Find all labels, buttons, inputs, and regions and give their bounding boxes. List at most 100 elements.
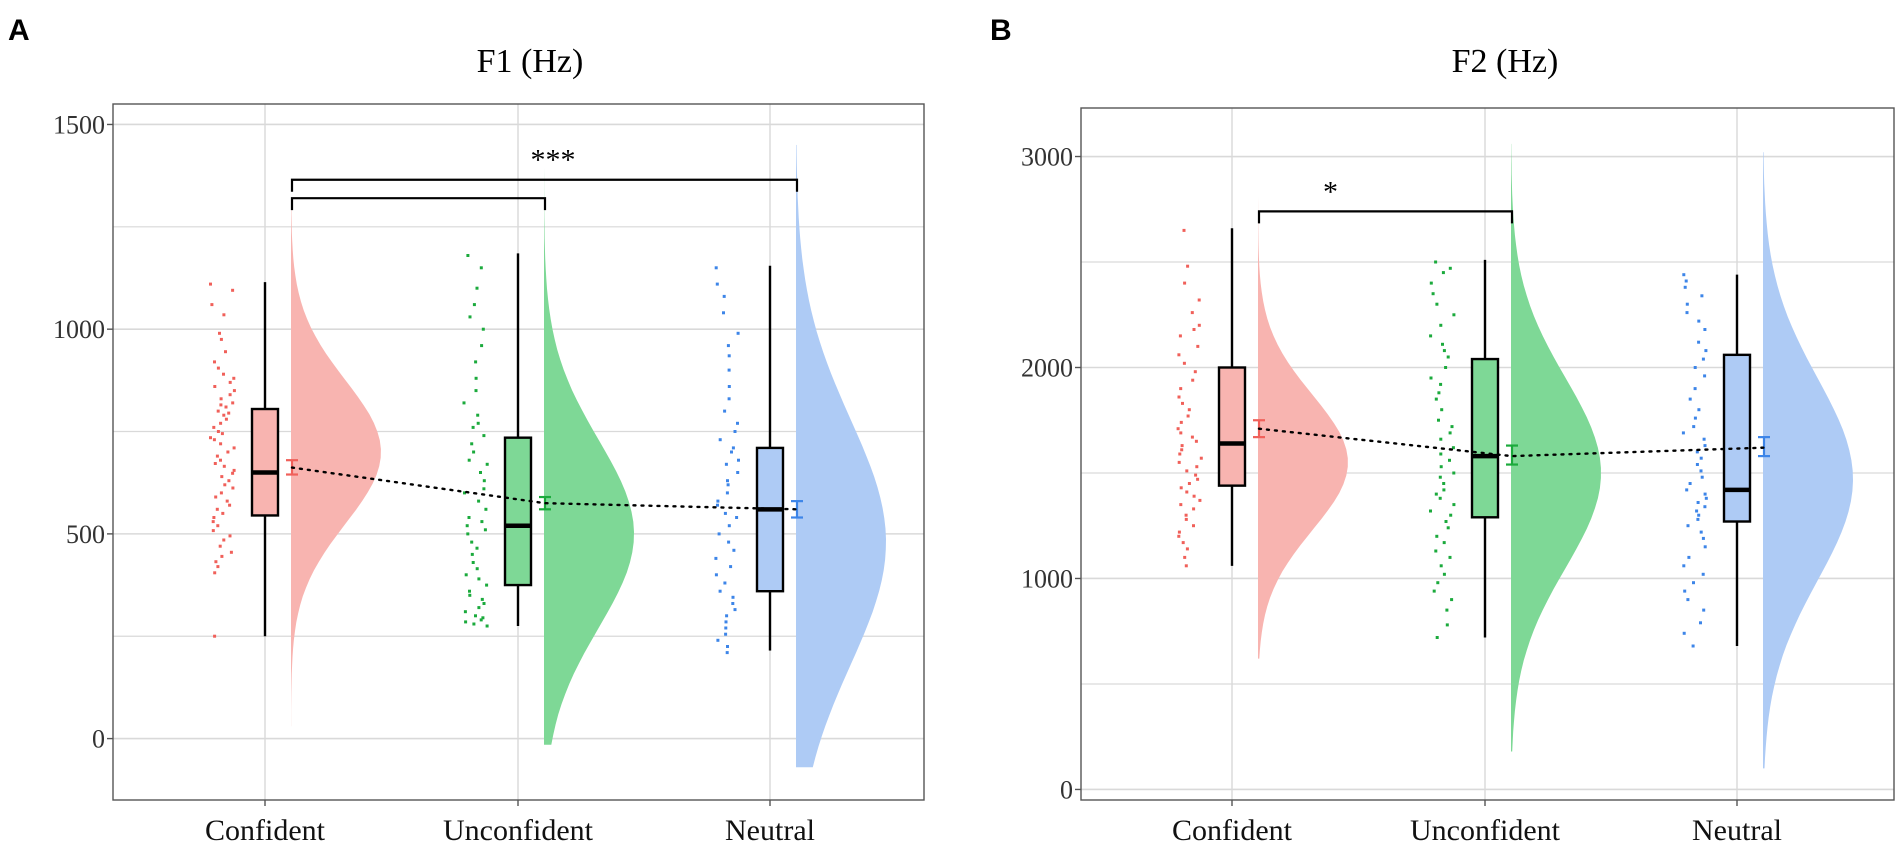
data-point [227,411,231,415]
y-tick-label: 1000 [1021,564,1073,593]
data-point [1442,572,1446,576]
data-point [471,425,475,429]
data-point [1190,311,1194,315]
series-confident [209,206,381,727]
data-point [212,438,216,442]
data-point [1178,334,1182,338]
box-confident [250,407,280,517]
x-category-label: Unconfident [443,814,594,847]
data-point [226,450,230,454]
data-point [213,385,217,388]
data-point [212,516,216,519]
data-point [219,491,223,495]
data-point [1695,509,1699,513]
data-point [471,561,475,564]
data-point [1449,513,1453,517]
data-point [1439,382,1443,386]
data-point [482,434,486,438]
data-point [724,620,728,624]
data-point [1186,414,1190,418]
data-point [468,315,472,319]
data-point [1699,530,1703,534]
data-point [726,479,729,483]
panel-b-label: B [990,14,1012,47]
data-point [1183,281,1187,285]
data-point [467,458,471,462]
data-point [1437,418,1440,422]
data-point [736,421,739,425]
data-point [1193,370,1197,374]
y-tick-label: 1500 [53,110,105,139]
data-point [1439,564,1443,568]
data-point [232,389,236,393]
data-point [228,393,232,397]
data-point [485,624,489,628]
data-point [1700,475,1704,479]
panel-a-plot: 0 500 1000 1500 Confident Unconfident Neutral *… [53,103,925,847]
data-point [1431,292,1435,296]
data-point [1682,273,1686,277]
data-point [466,532,470,536]
data-point [1179,387,1183,391]
data-point [484,507,488,511]
data-point [485,462,489,466]
data-point [735,516,739,519]
data-point [1178,452,1182,456]
data-point [1432,589,1436,593]
data-point [472,450,476,454]
data-point [1444,366,1448,369]
data-point [231,486,235,490]
data-point [714,556,718,560]
data-point [737,458,740,462]
data-point [477,606,481,610]
data-point [220,432,224,436]
mean-connector [290,466,799,511]
density-confident [291,206,381,727]
data-point [1703,492,1707,496]
density-unconfident [1511,143,1601,752]
data-point [727,385,731,388]
data-point [729,565,733,569]
significance-label: *** [531,144,576,177]
data-point [211,529,215,533]
panel-a: A F1 (Hz) 0 500 1000 1500 Confident Unconfide… [8,14,925,847]
data-point [1192,507,1196,511]
data-point [213,360,216,364]
data-point [716,499,720,503]
data-point [1179,503,1183,507]
data-point [1196,477,1200,481]
data-point [733,608,737,612]
data-point [1435,302,1439,306]
data-point [228,380,232,384]
data-point [474,389,478,393]
data-point [1683,589,1687,593]
data-point [477,577,481,581]
data-point [462,401,466,405]
data-point [1452,471,1456,475]
data-point [723,511,727,515]
y-tick-label: 500 [66,520,105,549]
data-point [1192,494,1196,498]
data-point [481,616,485,620]
data-point [1450,598,1454,602]
data-point [1448,458,1451,462]
data-point [1703,328,1707,331]
significance-bracket [290,197,547,211]
data-point [216,409,220,413]
data-point [463,610,467,614]
series-unconfident [1429,143,1601,752]
data-point [216,366,220,370]
data-point [215,454,219,458]
data-point [1177,395,1181,399]
data-point [1195,465,1199,469]
panel-a-title: F1 (Hz) [477,43,584,80]
data-point [479,266,483,270]
data-point [1450,425,1454,429]
data-point [219,458,222,462]
data-point [1702,608,1706,612]
data-point [219,403,223,407]
data-point [1187,482,1191,485]
data-point [1181,541,1185,545]
y-tick-label: 0 [92,725,105,754]
data-point [1703,545,1707,549]
